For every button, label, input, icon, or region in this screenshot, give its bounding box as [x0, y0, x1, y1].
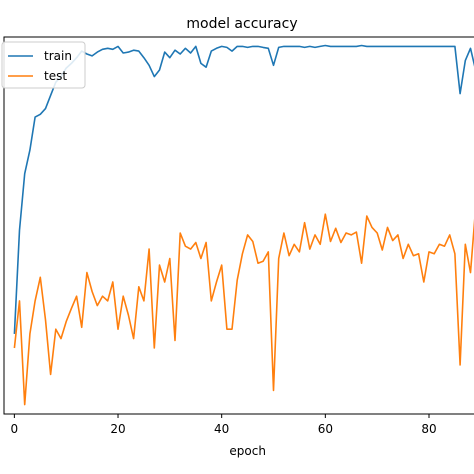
x-tick-label: 80	[421, 422, 436, 436]
x-axis-title: epoch	[229, 444, 266, 458]
legend-label-train: train	[44, 49, 72, 63]
x-axis: 0 20 40 60 80	[11, 414, 437, 436]
x-tick-label: 60	[318, 422, 333, 436]
x-tick-label: 0	[11, 422, 19, 436]
series-line-test	[13, 213, 474, 406]
axes-frame	[3, 36, 474, 415]
chart-title: model accuracy	[186, 16, 297, 32]
x-tick-label: 20	[110, 422, 125, 436]
legend: train test	[1, 41, 86, 89]
x-tick-label: 40	[214, 422, 229, 436]
plot-area	[13, 44, 474, 406]
legend-label-test: test	[44, 69, 67, 83]
series-line-train	[13, 44, 474, 334]
